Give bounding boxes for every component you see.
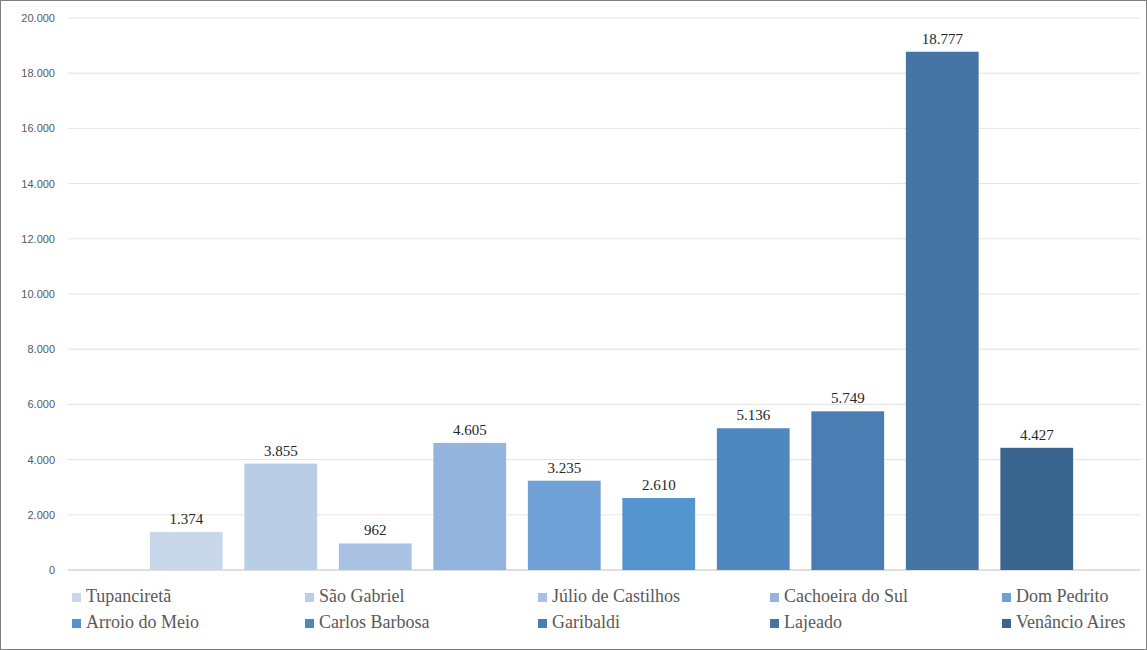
bar [150,532,223,570]
bar [906,52,979,570]
grid-line [68,459,1140,460]
grid-line [68,18,1140,19]
data-label: 3.855 [264,443,298,459]
y-tick-label: 8.000 [27,343,55,355]
data-label: 962 [364,522,387,538]
bar [717,428,790,570]
legend-label: Dom Pedrito [1016,586,1109,606]
legend-swatch [770,619,779,628]
y-tick-label: 12.000 [21,233,55,245]
legend-swatch [72,593,81,602]
bar [1000,448,1073,570]
grid-line [68,404,1140,405]
y-tick-label: 2.000 [27,509,55,521]
y-tick-label: 16.000 [21,122,55,134]
y-tick-label: 14.000 [21,178,55,190]
y-tick-label: 0 [49,564,55,576]
legend-label: São Gabriel [319,586,404,606]
data-label: 4.427 [1020,427,1054,443]
bar [811,411,884,570]
legend-label: Venâncio Aires [1016,612,1125,632]
y-tick-label: 18.000 [21,67,55,79]
data-label: 5.749 [831,390,865,406]
legend-label: Cachoeira do Sul [784,586,908,606]
data-label: 3.235 [547,460,581,476]
legend-label: Carlos Barbosa [319,612,429,632]
data-label: 4.605 [453,422,487,438]
legend-label: Tupanciretã [86,586,171,606]
grid-line [68,349,1140,350]
grid-line [68,570,1140,571]
frame [1,1,1147,650]
data-label: 18.777 [922,31,964,47]
y-tick-label: 10.000 [21,288,55,300]
bar [339,543,412,570]
legend-swatch [305,593,314,602]
grid-line [68,514,1140,515]
legend-swatch [538,619,547,628]
bar [622,498,695,570]
grid-line [68,183,1140,184]
y-tick-label: 6.000 [27,398,55,410]
y-tick-label: 4.000 [27,454,55,466]
legend-label: Lajeado [784,612,842,632]
legend-swatch [770,593,779,602]
chart: 0 2.000 4.000 6.000 8.000 10.000 12.000 14.000 1… [0,0,1147,650]
grid-line [68,128,1140,129]
legend-swatch [305,619,314,628]
y-tick-label: 20.000 [21,12,55,24]
bar [244,464,317,570]
bar [528,481,601,570]
legend-swatch [538,593,547,602]
legend-label: Arroio do Meio [86,612,199,632]
data-label: 5.136 [736,407,770,423]
grid-line [68,238,1140,239]
bar [433,443,506,570]
legend-swatch [1002,593,1011,602]
data-label: 2.610 [642,477,676,493]
legend-swatch [72,619,81,628]
grid-line [68,294,1140,295]
data-label: 1.374 [169,511,203,527]
legend-label: Júlio de Castilhos [552,586,680,606]
bars [150,52,1073,570]
legend-swatch [1002,619,1011,628]
grid-line [68,73,1140,74]
legend-label: Garibaldi [552,612,620,632]
